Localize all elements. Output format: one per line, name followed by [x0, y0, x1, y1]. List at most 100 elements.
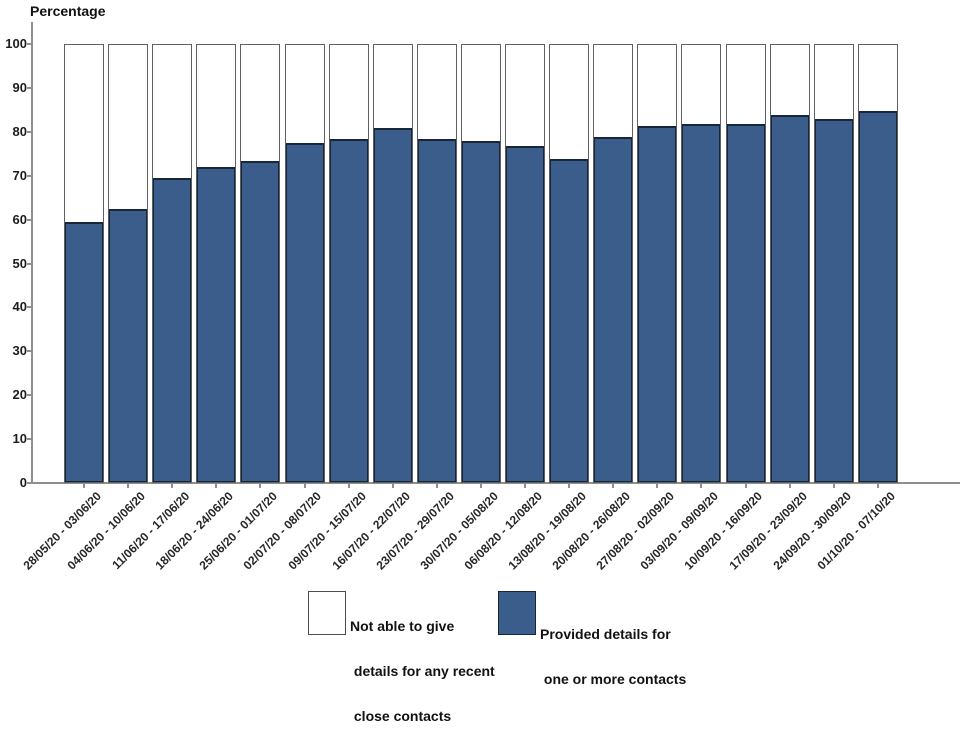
bar — [681, 44, 721, 483]
y-axis-tick — [27, 438, 32, 441]
bar-segment-provided-details — [771, 115, 809, 482]
x-axis-tick — [391, 483, 394, 488]
legend-label-line: one or more contacts — [540, 671, 687, 687]
y-axis-tick-label: 70 — [12, 167, 27, 183]
x-axis-category-label: 23/07/20 - 29/07/20 — [373, 489, 457, 573]
x-axis-tick — [347, 483, 350, 488]
bar-segment-provided-details — [815, 119, 853, 482]
x-axis-tick — [700, 483, 703, 488]
x-axis-tick — [524, 483, 526, 488]
x-axis-category-label: 10/09/20 - 16/09/20 — [681, 489, 766, 573]
bar — [505, 44, 545, 483]
x-axis-category-label: 25/06/20 - 01/07/20 — [196, 489, 281, 573]
bar — [240, 44, 280, 483]
y-axis-tick — [27, 482, 32, 484]
bar-segment-provided-details — [682, 124, 720, 482]
x-axis-tick — [83, 483, 85, 488]
legend-label-line: Provided details for — [540, 626, 671, 642]
y-axis-tick-label: 100 — [5, 36, 27, 51]
legend-swatch-provided — [498, 591, 536, 635]
x-axis-tick — [215, 483, 218, 488]
stacked-bar-chart: Percentage 0 10 20 30 40 50 60 70 80 90 100 28/05/2… — [0, 3, 960, 724]
y-axis-tick — [27, 43, 32, 45]
y-axis-tick — [27, 350, 32, 353]
bar — [858, 44, 898, 483]
chart-legend: Not able to give details for any recent … — [0, 585, 960, 724]
x-axis-tick — [876, 483, 879, 488]
legend-label-line: close contacts — [350, 708, 452, 724]
bar-segment-provided-details — [859, 111, 897, 482]
bar — [593, 44, 633, 483]
x-axis-category-label: 27/08/20 - 02/09/20 — [593, 489, 678, 573]
y-axis-tick-label: 90 — [12, 79, 27, 95]
x-axis-line — [31, 482, 960, 484]
y-axis-tick-label: 30 — [12, 343, 27, 359]
bar — [461, 44, 501, 483]
x-axis-tick — [479, 483, 482, 488]
x-axis-category-label: 03/09/20 - 09/09/20 — [637, 489, 722, 573]
x-axis-category-label: 11/06/20 - 17/06/20 — [109, 489, 193, 573]
bar-segment-provided-details — [594, 137, 632, 482]
y-axis-tick-label: 60 — [12, 211, 27, 227]
bar-segment-provided-details — [286, 143, 324, 482]
x-axis-category-label: 04/06/20 - 10/06/20 — [64, 489, 149, 573]
x-axis-category-label: 17/09/20 - 23/09/20 — [726, 489, 810, 573]
y-axis-tick — [27, 130, 32, 133]
bar — [814, 44, 854, 483]
bar — [64, 44, 104, 483]
bar — [108, 44, 148, 483]
x-axis-category-label: 02/07/20 - 08/07/20 — [240, 489, 325, 573]
x-axis-category-label: 16/07/20 - 22/07/20 — [329, 489, 413, 573]
x-axis-tick — [788, 483, 791, 488]
y-axis-line — [31, 22, 33, 483]
x-axis-tick — [303, 483, 306, 488]
x-axis-category-label: 01/10/20 - 07/10/20 — [814, 489, 898, 573]
x-axis-tick — [259, 483, 262, 488]
bar-segment-provided-details — [65, 222, 103, 482]
bar — [637, 44, 677, 483]
bar-segment-provided-details — [638, 126, 676, 482]
bar — [196, 44, 236, 483]
y-axis-tick-label: 50 — [12, 255, 27, 271]
x-axis-category-label: 13/08/20 - 19/08/20 — [505, 489, 590, 573]
legend-label-line: Not able to give — [350, 618, 455, 634]
x-axis-tick — [435, 483, 438, 488]
bar — [329, 44, 369, 483]
bar — [373, 44, 413, 483]
y-axis-tick — [27, 86, 32, 89]
legend-label-not-able: Not able to give details for any recent … — [350, 589, 495, 754]
bar — [152, 44, 192, 483]
bar-segment-provided-details — [418, 139, 456, 482]
x-axis-category-label: 18/06/20 - 24/06/20 — [152, 489, 237, 573]
y-axis-tick-label: 40 — [12, 299, 27, 315]
bar — [417, 44, 457, 483]
y-axis-tick-label: 0 — [19, 475, 27, 490]
bar-segment-provided-details — [330, 139, 368, 482]
x-axis-category-label: 06/08/20 - 12/08/20 — [461, 489, 545, 573]
x-axis-tick — [171, 483, 174, 488]
bar-segment-provided-details — [241, 161, 279, 482]
x-axis-tick — [744, 483, 747, 488]
x-axis-tick — [127, 483, 130, 488]
bar — [549, 44, 589, 483]
y-axis-tick — [27, 262, 32, 265]
bar-segment-provided-details — [374, 128, 412, 482]
bar — [726, 44, 766, 483]
y-axis-tick — [27, 174, 32, 177]
bar-segment-provided-details — [197, 167, 235, 482]
bar — [770, 44, 810, 483]
y-axis-tick — [27, 394, 32, 397]
x-axis-tick — [612, 483, 615, 488]
bar-segment-provided-details — [109, 209, 147, 482]
x-axis-tick — [568, 483, 571, 488]
bar-segment-provided-details — [462, 141, 500, 482]
x-axis-category-label: 28/05/20 - 03/06/20 — [20, 489, 104, 573]
legend-swatch-not-able — [308, 591, 346, 635]
x-axis-category-label: 09/07/20 - 15/07/20 — [285, 489, 369, 573]
bar — [285, 44, 325, 483]
x-axis-category-label: 24/09/20 - 30/09/20 — [770, 489, 854, 573]
x-axis-tick — [832, 483, 835, 488]
y-axis-tick — [27, 218, 32, 221]
bar-segment-provided-details — [727, 124, 765, 482]
y-axis-title: Percentage — [30, 3, 106, 19]
